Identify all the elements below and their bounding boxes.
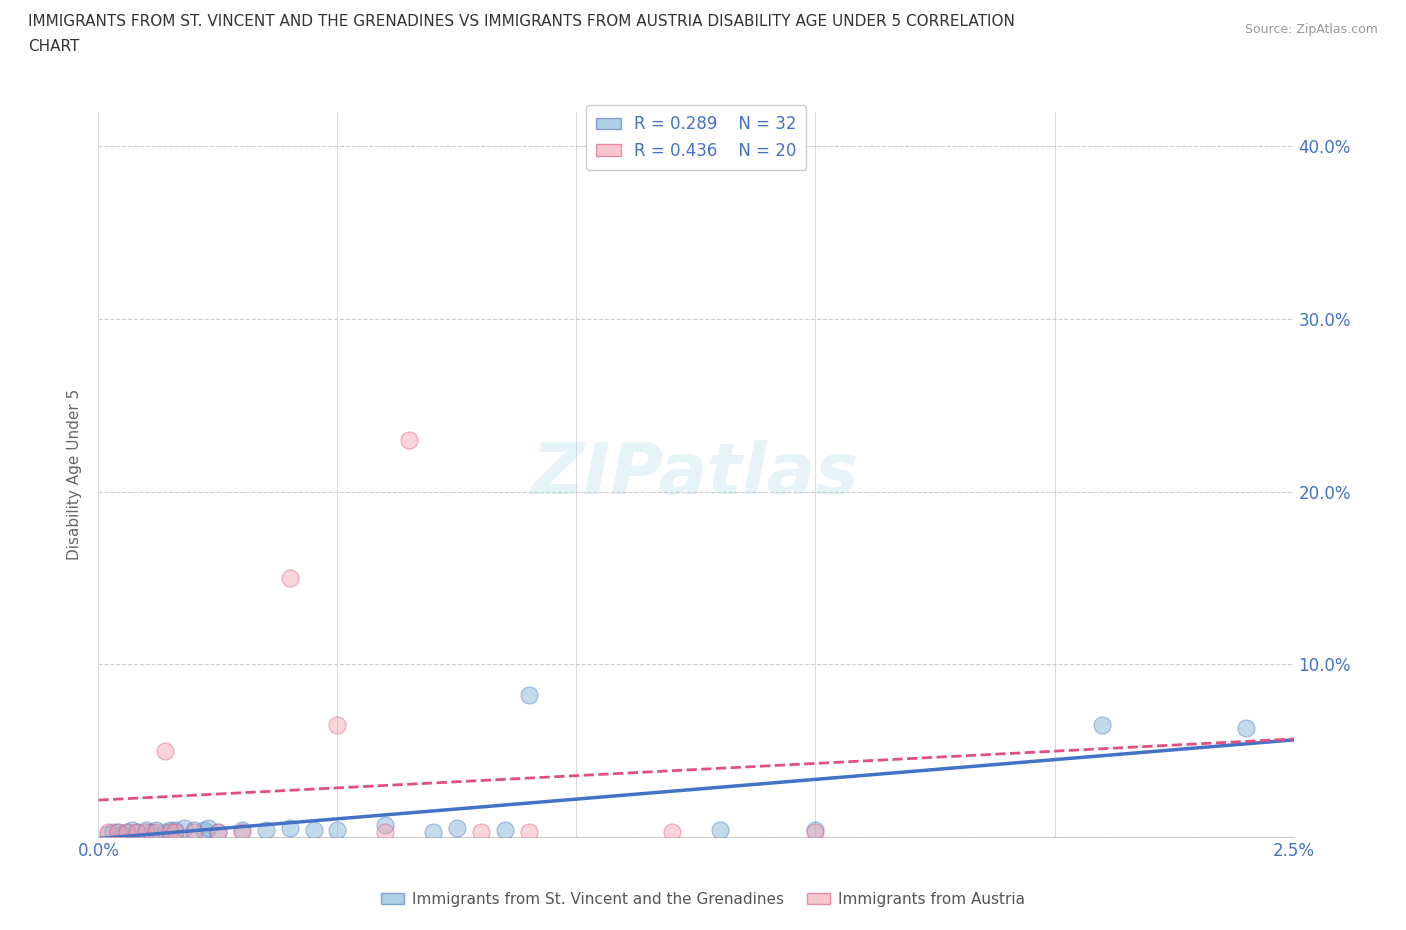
Point [97, 826, 120, 841]
Point [111, 826, 134, 841]
Text: IMMIGRANTS FROM ST. VINCENT AND THE GRENADINES VS IMMIGRANTS FROM AUSTRIA DISABI: IMMIGRANTS FROM ST. VINCENT AND THE GREN… [28, 14, 1015, 29]
Point [231, 823, 253, 838]
Point [470, 824, 492, 839]
Point [115, 824, 138, 839]
Legend: R = 0.289    N = 32, R = 0.436    N = 20: R = 0.289 N = 32, R = 0.436 N = 20 [585, 105, 807, 170]
Point [159, 823, 181, 838]
Point [163, 823, 186, 838]
Text: ZIPatlas: ZIPatlas [533, 440, 859, 509]
Point [422, 824, 444, 839]
Point [494, 823, 516, 838]
Point [97, 824, 120, 839]
Point [145, 823, 167, 838]
Point [207, 824, 229, 839]
Point [159, 824, 181, 839]
Legend: Immigrants from St. Vincent and the Grenadines, Immigrants from Austria: Immigrants from St. Vincent and the Gren… [375, 886, 1031, 913]
Point [155, 824, 177, 839]
Point [278, 570, 301, 585]
Point [207, 824, 229, 839]
Point [173, 821, 195, 836]
Point [1091, 717, 1114, 732]
Point [139, 824, 162, 839]
Point [107, 824, 129, 839]
Point [374, 824, 396, 839]
Point [107, 824, 129, 839]
Point [804, 823, 827, 838]
Point [517, 824, 540, 839]
Point [115, 824, 138, 839]
Point [183, 824, 205, 839]
Y-axis label: Disability Age Under 5: Disability Age Under 5 [67, 389, 83, 560]
Point [1234, 721, 1257, 736]
Point [193, 823, 215, 838]
Point [121, 823, 143, 838]
Point [197, 821, 219, 836]
Point [231, 824, 253, 839]
Point [254, 823, 277, 838]
Point [446, 821, 468, 836]
Point [125, 824, 148, 839]
Text: CHART: CHART [28, 39, 80, 54]
Point [661, 824, 683, 839]
Point [163, 824, 186, 839]
Point [804, 824, 827, 839]
Point [183, 823, 205, 838]
Point [374, 817, 396, 832]
Point [398, 432, 420, 447]
Point [135, 823, 157, 838]
Point [135, 824, 157, 839]
Point [302, 823, 325, 838]
Point [278, 821, 301, 836]
Point [125, 824, 148, 839]
Point [145, 824, 167, 839]
Point [709, 823, 731, 838]
Point [101, 824, 124, 839]
Point [155, 743, 177, 758]
Point [326, 823, 349, 838]
Point [326, 717, 349, 732]
Point [517, 688, 540, 703]
Text: Source: ZipAtlas.com: Source: ZipAtlas.com [1244, 23, 1378, 36]
